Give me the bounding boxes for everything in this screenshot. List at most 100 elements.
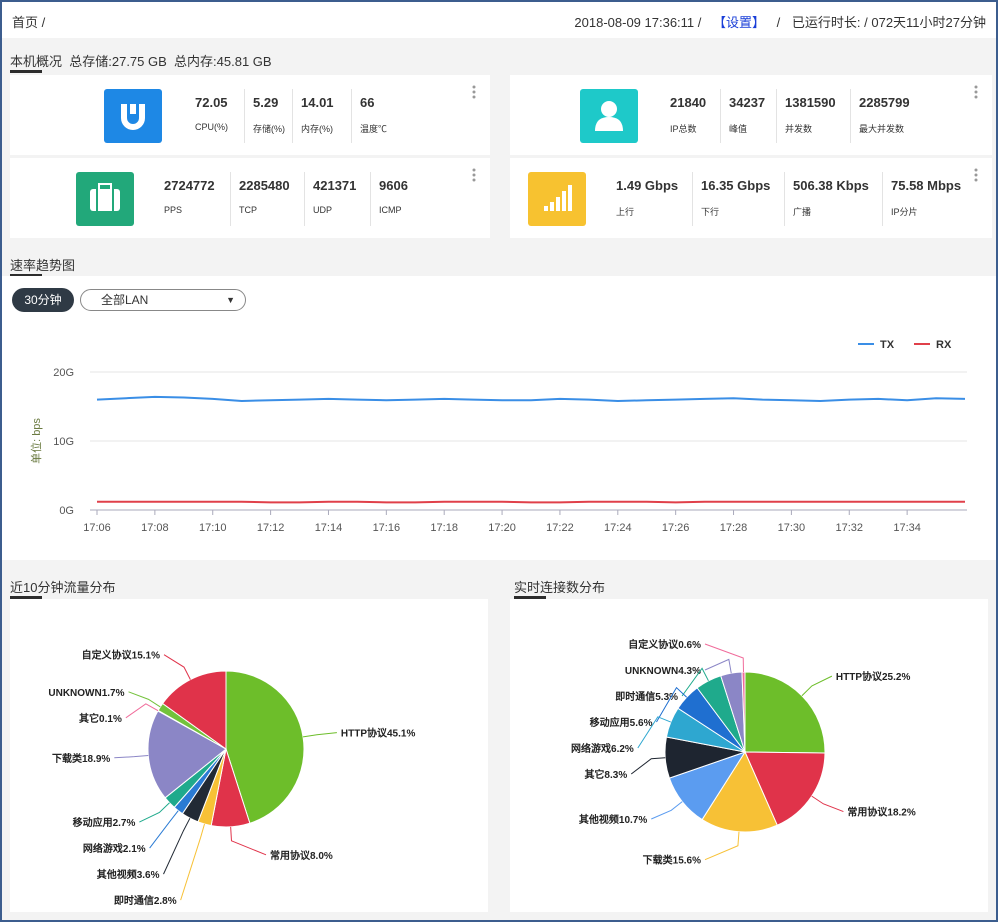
leader-line [230,826,267,856]
section-title: 近10分钟流量分布 [10,580,116,595]
range-button[interactable]: 30分钟 [12,288,74,312]
stat-label: 内存(%) [301,124,333,134]
pie-slice [744,671,826,754]
stat-value: 1381590 [785,95,836,110]
leader-line [125,703,159,719]
stat-item: 9606 ICMP [370,172,408,226]
slice-label: 自定义协议0.6% [628,638,701,651]
x-tick-label: 17:34 [893,522,921,534]
stat-value: 14.01 [301,95,334,110]
slice-label: HTTP协议25.2% [836,670,911,683]
stat-item: 1381590 并发数 [776,89,836,143]
stat-label: 峰值 [729,124,748,134]
slice-label: 即时通信5.3% [615,690,678,703]
leader-line [681,667,709,697]
stat-value: 16.35 Gbps [701,178,771,193]
line-series [97,500,965,504]
leader-line [149,810,179,849]
slice-label: 下载类18.9% [52,752,110,765]
line-series [96,395,966,402]
status: 2018-08-09 17:36:11 / 【设置】 / 已运行时长: / 07… [574,12,986,31]
card-menu [974,168,978,187]
slice-label: 网络游戏2.1% [83,842,146,855]
y-tick-label: 10G [53,436,74,448]
slice-label: 网络游戏6.2% [571,742,634,755]
storage: 总存储:27.75 GB [69,54,167,69]
overview-title: 本机概况 [10,54,63,69]
x-tick-label: 17:14 [315,522,343,534]
stat-label: UDP [313,205,333,215]
stat-value: 2285799 [859,95,910,110]
stat-value: 21840 [670,95,707,110]
card-icon [580,89,638,143]
y-tick-label: 20G [53,367,74,379]
card-icon [76,172,134,226]
stat-label: CPU(%) [195,122,228,132]
select-text: 全部LAN [101,293,149,307]
stat-value: 9606 [379,178,408,193]
pie-slice [225,670,305,824]
stat-value: 5.29 [253,95,279,110]
x-tick-label: 17:32 [836,522,864,534]
slice-label: UNKNOWN4.3% [625,666,701,677]
leader-line [630,757,666,775]
stat-value: 72.05 [195,95,228,110]
slice-label: 其它0.1% [79,712,122,725]
settings-link[interactable]: 【设置】 [713,15,766,30]
slice-label: 其它8.3% [584,768,627,781]
slice-label: 移动应用2.7% [73,816,136,829]
card-menu [472,85,476,104]
x-tick-label: 17:16 [373,522,401,534]
slice-label: 移动应用5.6% [590,716,653,729]
legend-label: RX [936,339,952,351]
pie-slice [147,710,227,799]
stat-value: 75.58 Mbps [891,178,962,193]
stat-item: 2285799 最大并发数 [850,89,910,143]
section-title: 速率趋势图 [10,258,76,273]
leader-line [163,654,191,680]
breadcrumb[interactable]: 首页 / [12,15,46,30]
leader-line [163,817,191,875]
slice-label: 下载类15.6% [643,854,701,867]
stat-item: 1.49 Gbps 上行 [608,172,678,226]
leader-line [651,801,683,820]
x-tick-label: 17:28 [720,522,748,534]
stat-card: 21840 IP总数 34237 峰值 1381590 并发数 2285799 最大并发数 [510,75,992,155]
x-tick-label: 17:22 [546,522,574,534]
slice-label: 其他视频10.7% [579,813,647,826]
stat-item: 21840 IP总数 [662,89,706,143]
stat-label: PPS [164,205,183,215]
stat-value: 506.38 Kbps [793,178,869,193]
stat-label: IP分片 [891,207,918,217]
pie-slice [161,670,227,750]
leader-line [139,802,170,823]
stat-label: 广播 [793,207,812,217]
stat-card: 72.05 CPU(%) 5.29 存储(%) 14.01 内存(%) 66 温度℃ [10,75,490,155]
y-tick-label: 0G [59,505,74,517]
slice-label: HTTP协议45.1% [341,727,416,740]
y-axis-label: 单位: bps [29,418,43,464]
overview-header: 本机概况 总存储:27.75 GB 总内存:45.81 GB [2,46,996,73]
pie-slice [741,671,746,753]
stat-label: 存储(%) [253,124,285,134]
slice-label: 常用协议18.2% [847,806,915,819]
stat-item: 75.58 Mbps IP分片 [882,172,961,226]
trend-header: 速率趋势图 [2,250,996,277]
stat-card: 2724772 PPS 2285480 TCP 421371 UDP 9606 ICMP [10,158,490,238]
stat-item: 421371 UDP [304,172,356,226]
leader-line [704,831,740,861]
stat-label: 最大并发数 [859,124,905,134]
x-tick-label: 17:26 [662,522,690,534]
leader-line [801,675,833,697]
datetime: 2018-08-09 17:36:11 / [574,15,702,30]
lan-select[interactable]: 全部LAN ▼ [80,289,246,311]
stat-item: 72.05 CPU(%) [187,89,228,143]
x-tick-label: 17:12 [257,522,285,534]
stat-label: 并发数 [785,124,813,134]
stat-label: 上行 [616,207,635,217]
slice-label: 其他视频3.6% [97,868,160,881]
pie-slice [701,750,778,833]
card-menu [472,168,476,187]
